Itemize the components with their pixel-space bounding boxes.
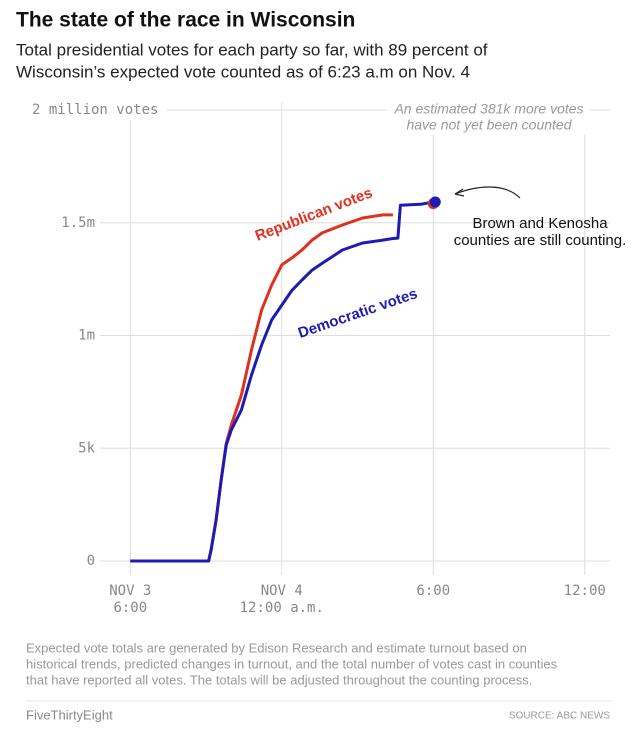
chart-subtitle: Wisconsin’s expected vote counted as of … (16, 62, 470, 81)
y-tick-label: 5k (78, 440, 95, 456)
series-line (130, 200, 434, 563)
arrow-head (454, 188, 465, 197)
annotation-text: Brown and Kenosha (472, 215, 608, 232)
brand: FiveThirtyEight (26, 707, 113, 722)
y-tick-label: 0 (87, 553, 95, 569)
label-bg (387, 98, 590, 135)
series-label: Democratic votes (296, 285, 420, 342)
y-tick-label: 1m (78, 328, 95, 344)
footnote: that have reported all votes. The totals… (26, 672, 532, 687)
chart-subtitle: Total presidential votes for each party … (16, 40, 488, 59)
end-dot (429, 196, 441, 208)
footnote: historical trends, predicted changes in … (26, 656, 558, 671)
footnote: Expected vote totals are generated by Ed… (26, 640, 527, 655)
series-label: Republican votes (253, 184, 375, 244)
y-tick-label: 2 million votes (32, 102, 158, 118)
series-line (130, 213, 393, 563)
y-tick-label: 1.5m (61, 215, 95, 231)
annotation-arrow (454, 186, 521, 199)
source: SOURCE: ABC NEWS (509, 711, 610, 722)
x-tick-label: NOV 4 12:00 a.m. (240, 583, 324, 616)
annotation-text: have not yet been counted (406, 117, 572, 133)
label-bg (28, 100, 167, 120)
x-tick-label: NOV 3 6:00 (109, 583, 151, 616)
x-tick-label: 6:00 (416, 583, 450, 599)
chart-title: The state of the race in Wisconsin (16, 9, 355, 32)
x-tick-label: 12:00 (564, 583, 606, 599)
annotation-text: An estimated 381k more votes (393, 101, 583, 117)
annotation-text: counties are still counting. (454, 232, 627, 249)
